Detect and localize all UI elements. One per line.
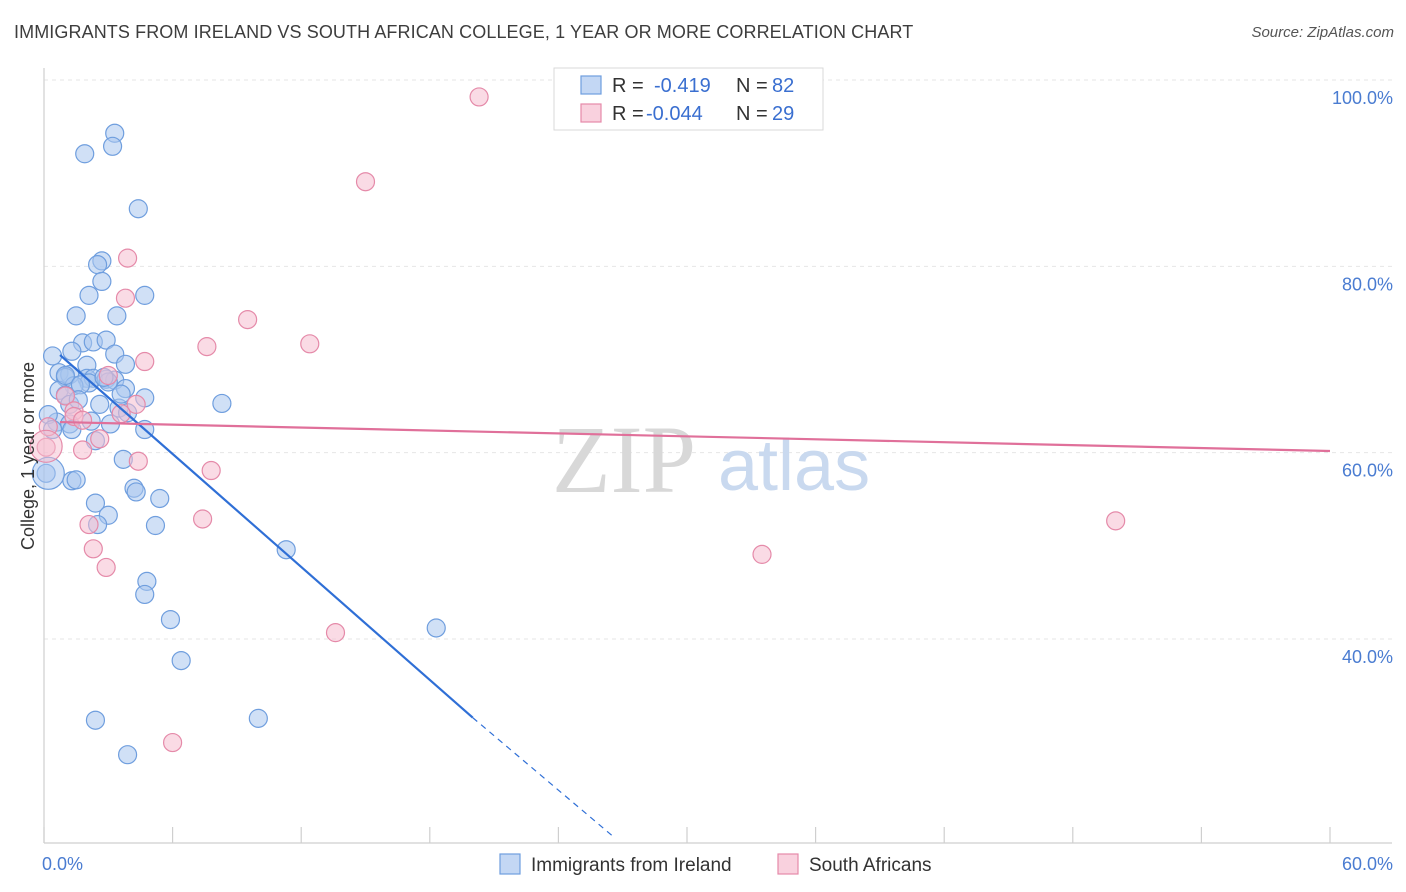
watermark: ZIP atlas: [552, 406, 870, 513]
sa-point: [128, 451, 148, 471]
ireland-point: [426, 618, 446, 638]
sa-point: [90, 429, 110, 449]
ireland-trend-line-extrapolated: [472, 717, 613, 836]
sa-point: [96, 557, 116, 578]
ireland-point: [87, 255, 108, 275]
legend-swatch-ireland: [580, 75, 602, 95]
ireland-point: [85, 493, 106, 513]
ireland-point: [66, 470, 86, 490]
trend-lines: [59, 354, 1331, 836]
legend-r-value-2: -0.044: [646, 103, 703, 125]
sa-point: [300, 334, 320, 354]
ireland-trend-line: [59, 354, 474, 719]
ireland-point: [55, 365, 76, 386]
gridlines: [44, 79, 1392, 640]
y-tick-label: 100.0%: [1332, 88, 1393, 108]
ireland-point: [90, 394, 110, 414]
sa-point: [115, 288, 136, 308]
ireland-point: [128, 199, 148, 219]
x-tick-label: 60.0%: [1342, 854, 1393, 874]
ireland-point: [96, 330, 116, 350]
x-tick-label: 0.0%: [42, 854, 83, 874]
y-tick-label: 80.0%: [1342, 274, 1393, 294]
ireland-point: [115, 354, 136, 374]
legend-r-label-1: R =: [612, 75, 644, 97]
y-axis-label: College, 1 year or more: [18, 362, 38, 550]
ireland-point: [42, 346, 63, 366]
sa-point: [83, 539, 103, 559]
x-ticks: [43, 827, 1331, 843]
ireland-point: [135, 285, 155, 305]
bottom-legend-label-ireland: Immigrants from Ireland: [531, 855, 732, 876]
ireland-point: [212, 393, 232, 414]
ireland-point: [62, 341, 82, 361]
y-tick-label: 60.0%: [1342, 461, 1393, 481]
sa-point: [355, 172, 376, 192]
legend-r-value-1: -0.419: [654, 75, 711, 97]
ireland-point: [111, 384, 131, 404]
chart-title: IMMIGRANTS FROM IRELAND VS SOUTH AFRICAN…: [14, 22, 914, 42]
legend-swatch-sa: [580, 103, 602, 123]
legend-n-label-2: N =: [736, 103, 768, 125]
sa-point: [117, 248, 138, 268]
sa-point: [29, 429, 63, 463]
sa-point: [197, 337, 217, 357]
sa-point: [325, 623, 346, 643]
ireland-point: [276, 540, 296, 560]
ireland-point: [66, 306, 86, 326]
sa-point: [238, 310, 258, 330]
ireland-point: [102, 136, 123, 156]
ireland-point: [79, 285, 99, 305]
bottom-legend-label-sa: South Africans: [809, 855, 932, 876]
y-tick-label: 40.0%: [1342, 647, 1393, 667]
legend-r-label-2: R =: [612, 103, 644, 125]
sa-point: [752, 544, 772, 564]
x-tick-labels: 0.0% 60.0%: [42, 854, 1393, 874]
ireland-point: [75, 144, 95, 164]
sa-point: [72, 440, 93, 460]
watermark-zip: ZIP: [552, 406, 696, 513]
legend-n-value-2: 29: [772, 103, 794, 125]
ireland-point: [85, 710, 106, 730]
sa-point: [79, 514, 99, 535]
bottom-legend: Immigrants from Ireland South Africans: [499, 853, 932, 876]
y-tick-labels: 100.0% 80.0% 60.0% 40.0%: [1332, 88, 1393, 667]
source-label: Source: ZipAtlas.com: [1251, 24, 1394, 41]
ireland-point: [135, 584, 155, 605]
sa-point: [126, 394, 146, 414]
sa-point: [201, 460, 221, 481]
ireland-point: [107, 306, 127, 326]
sa-point: [55, 386, 76, 406]
sa-point: [469, 87, 489, 107]
ireland-point: [160, 609, 181, 630]
sa-point: [72, 410, 93, 430]
series-sa-points: [29, 87, 1126, 753]
ireland-point: [126, 482, 146, 502]
ireland-point: [145, 515, 166, 536]
ireland-point: [171, 650, 191, 671]
sa-trend-line: [59, 420, 1331, 453]
ireland-point: [117, 745, 138, 765]
ireland-point: [150, 488, 170, 509]
legend-n-label-1: N =: [736, 75, 768, 97]
bottom-legend-swatch-sa: [777, 853, 799, 875]
sa-point: [1106, 511, 1126, 531]
sa-point: [193, 509, 213, 529]
ireland-point: [92, 271, 112, 292]
sa-point: [98, 365, 118, 386]
bottom-legend-swatch-ireland: [499, 853, 521, 875]
top-legend: R = -0.419 N = 82 R = -0.044 N = 29: [553, 67, 824, 131]
ireland-point: [248, 708, 268, 728]
sa-point: [135, 351, 155, 372]
legend-n-value-1: 82: [772, 75, 794, 97]
sa-point: [163, 732, 183, 753]
